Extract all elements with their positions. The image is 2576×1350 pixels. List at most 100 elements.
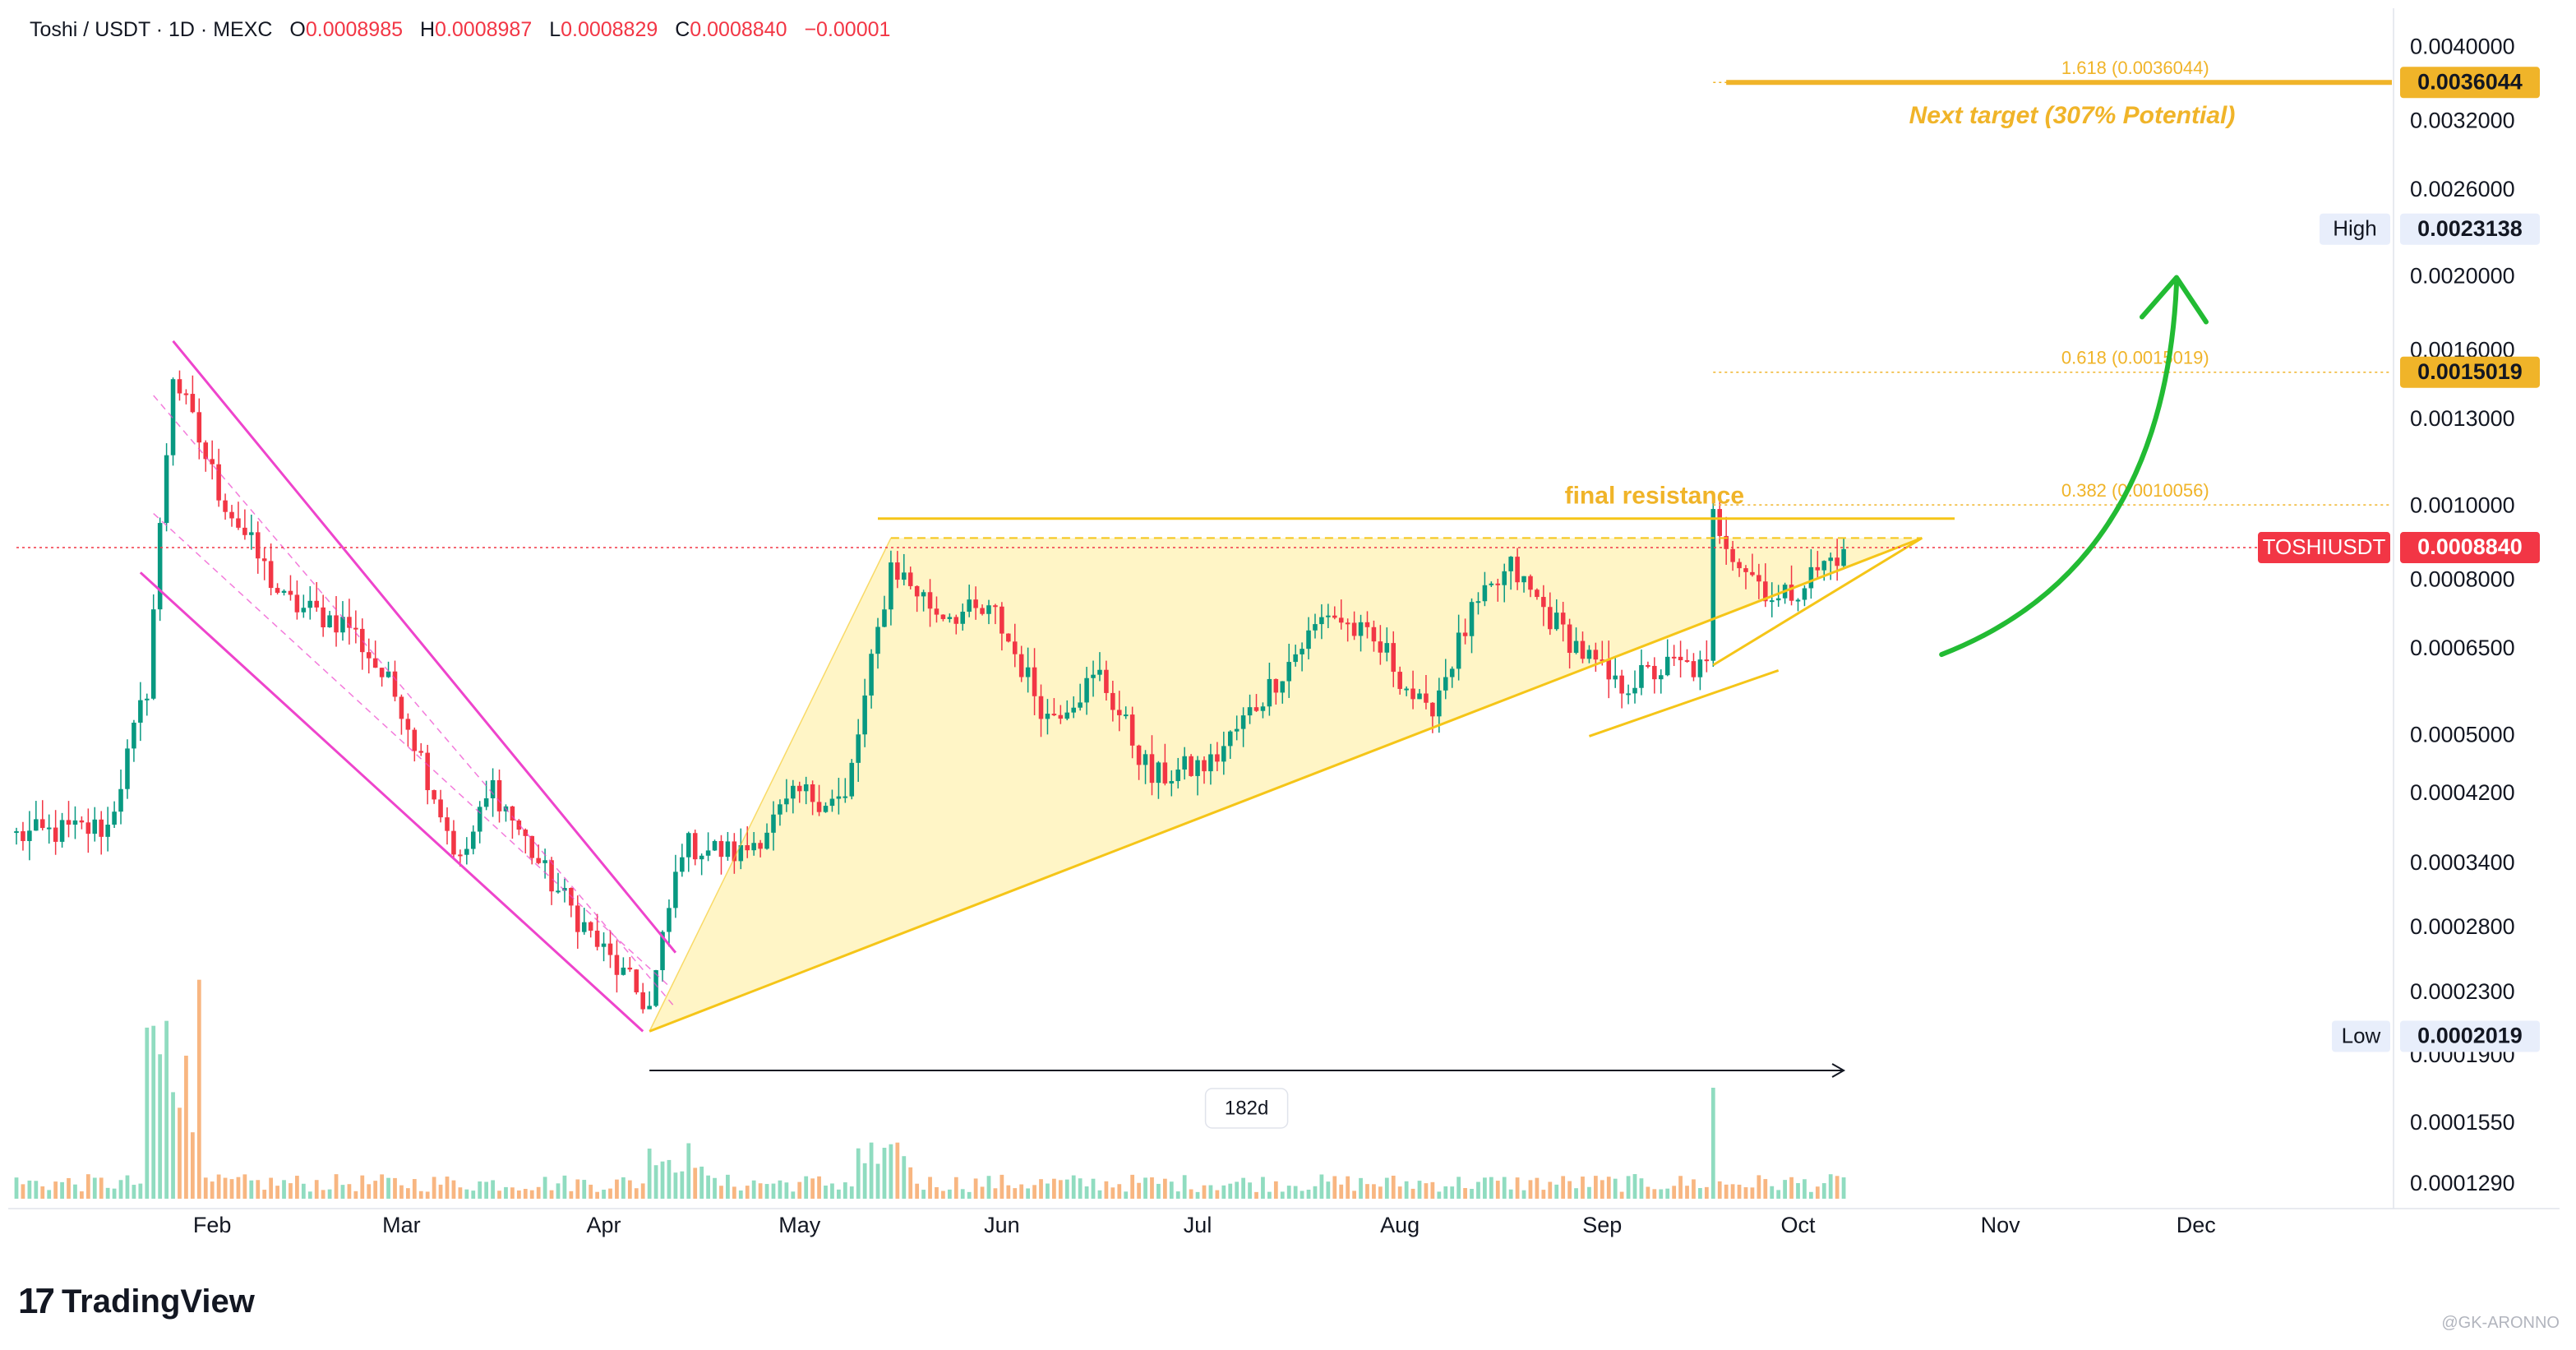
volume-bar (1326, 1181, 1331, 1199)
volume-bar (1267, 1191, 1272, 1199)
volume-bar (627, 1180, 632, 1199)
candle-body (164, 455, 169, 524)
candle-body (432, 790, 436, 800)
volume-bar (1737, 1184, 1742, 1199)
symbol-label[interactable]: Toshi / USDT · 1D · MEXC (30, 18, 273, 41)
candle-body (1175, 769, 1181, 782)
candle-body (353, 627, 358, 630)
volume-bar (634, 1188, 639, 1199)
tradingview-logo-icon: 17 (18, 1281, 55, 1321)
fib-0618-value-badge (2400, 356, 2540, 388)
candle-body (1724, 535, 1729, 549)
volume-bar (1776, 1190, 1781, 1199)
candle-body (46, 827, 52, 830)
volume-bar (85, 1174, 90, 1199)
volume-bar (1071, 1175, 1076, 1199)
volume-bar (249, 1180, 254, 1199)
candle-body (1045, 714, 1050, 719)
brand-name: TradingView (61, 1283, 255, 1320)
volume-bar (373, 1181, 378, 1199)
volume-bar (1195, 1191, 1200, 1199)
volume-bar (1502, 1177, 1507, 1199)
volume-bar (523, 1189, 528, 1199)
high-key: H (419, 18, 436, 41)
candle-body (1710, 509, 1716, 661)
volume-bar (27, 1180, 32, 1199)
candle-body (718, 840, 724, 858)
volume-bar (347, 1184, 352, 1199)
channel-mid-line (153, 513, 670, 987)
triangle-support-line (649, 536, 1923, 1033)
candle-body (1032, 667, 1037, 696)
candle-body (836, 796, 842, 799)
volume-bar (647, 1149, 652, 1199)
volume-bar (1182, 1175, 1187, 1199)
candle-body (1091, 674, 1096, 678)
minor-support-line (1588, 668, 1780, 737)
candle-body (1397, 672, 1402, 689)
volume-bar (726, 1174, 730, 1199)
candle-body (791, 785, 796, 799)
volume-bar (529, 1190, 534, 1199)
volume-bar (105, 1187, 110, 1199)
candle-body (1553, 613, 1559, 630)
candle-body (1208, 754, 1213, 772)
tradingview-brand[interactable]: 17 TradingView (18, 1281, 255, 1322)
candle-body (1757, 575, 1761, 582)
open-value: 0.0008985 (305, 18, 404, 41)
volume-bar (1672, 1186, 1677, 1199)
volume-bar (1215, 1190, 1220, 1199)
volume-bar (1293, 1186, 1298, 1199)
volume-bar (190, 1132, 195, 1199)
volume-bar (1039, 1179, 1043, 1199)
volume-bar (667, 1159, 672, 1199)
volume-bar (1450, 1186, 1455, 1199)
candle-body (1456, 632, 1461, 669)
volume-bar (536, 1186, 541, 1199)
volume-bar (1808, 1191, 1813, 1199)
candle-body (496, 779, 502, 811)
volume-bar (1561, 1176, 1566, 1199)
volume-bar (1724, 1184, 1729, 1199)
volume-bar (869, 1142, 874, 1199)
candle-body (705, 850, 711, 856)
candle-body (112, 811, 117, 825)
volume-bar (1678, 1176, 1683, 1199)
fib-0618-value: 0.0015019 (2417, 359, 2523, 384)
low-value: 0.0008829 (561, 18, 658, 41)
candle-body (607, 943, 613, 955)
volume-bar (445, 1177, 450, 1199)
x-axis-tick-label: Apr (587, 1213, 621, 1237)
candle-body (157, 523, 163, 610)
candle-body (588, 922, 593, 931)
volume-bar (14, 1177, 19, 1199)
volume-bar (210, 1181, 215, 1199)
volume-bar (1235, 1181, 1240, 1199)
volume-bar (1208, 1185, 1213, 1199)
volume-bar (80, 1191, 84, 1199)
volume-bar (340, 1185, 345, 1199)
volume-bar (491, 1180, 495, 1199)
volume-bar (778, 1180, 782, 1199)
volume-bar (947, 1189, 952, 1199)
volume-bar (1332, 1176, 1337, 1199)
x-axis-tick-label: Jul (1184, 1213, 1212, 1237)
volume-bar (784, 1182, 789, 1199)
candle-body (1058, 714, 1064, 719)
candle-body (1267, 678, 1272, 707)
candle-body (1078, 702, 1083, 708)
volume-bar (810, 1178, 815, 1199)
candle-body (1626, 693, 1631, 696)
volume-bar (1273, 1181, 1278, 1199)
candle-body (1619, 675, 1624, 694)
candle-body (680, 857, 685, 872)
candle-body (85, 822, 91, 835)
volume-bar (935, 1186, 939, 1199)
volume-bar (915, 1183, 920, 1199)
volume-bar (1397, 1186, 1402, 1199)
candle-body (1646, 664, 1650, 667)
y-axis-tick-label: 0.0010000 (2410, 493, 2515, 518)
volume-bar (282, 1180, 286, 1199)
candle-body (1835, 557, 1840, 566)
